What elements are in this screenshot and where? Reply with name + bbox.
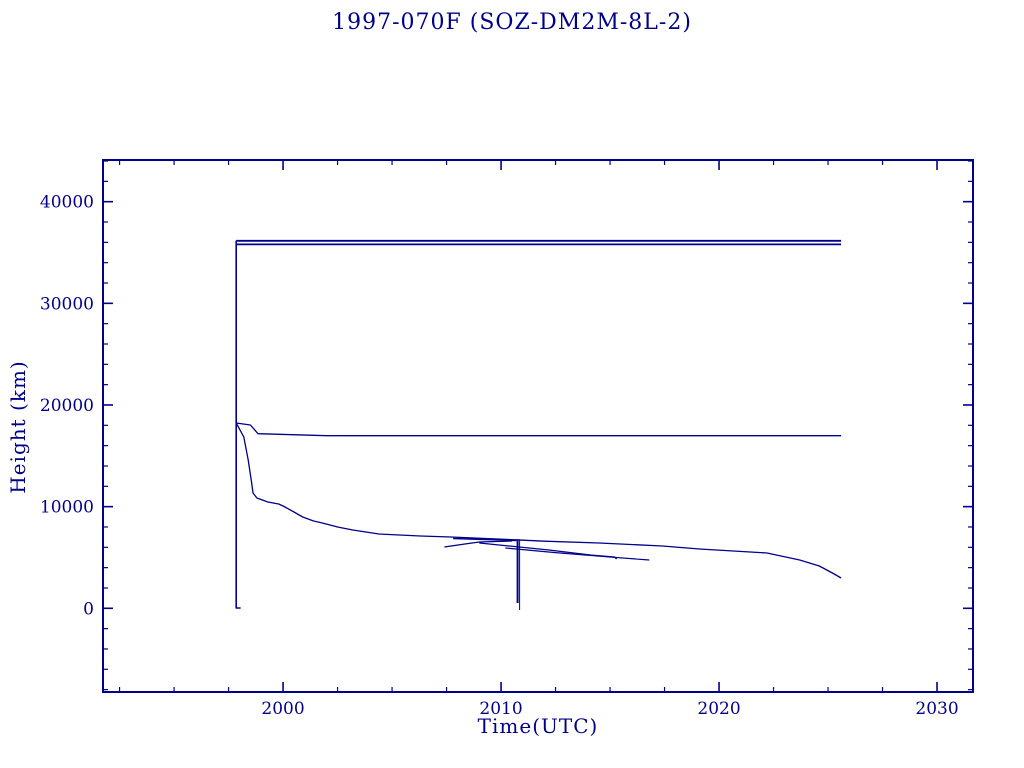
flat-17000-line-series xyxy=(236,422,842,437)
fragment-trace-a-series xyxy=(444,540,513,548)
x-tick-label: 2010 xyxy=(479,699,522,719)
fragment-trace-b-series xyxy=(479,542,618,560)
y-tick-label: 20000 xyxy=(40,396,94,416)
minor-ticks xyxy=(103,160,973,692)
y-tick-label: 10000 xyxy=(40,498,94,518)
x-tick-label: 2020 xyxy=(697,699,740,719)
fragment-trace-c-series xyxy=(505,547,650,561)
y-axis-label: Height (km) xyxy=(6,360,30,494)
overlap-thickening-series xyxy=(453,537,517,542)
x-tick-label: 2030 xyxy=(915,699,958,719)
y-tick-label: 0 xyxy=(83,599,94,619)
plot-box-border xyxy=(102,159,974,693)
major-ticks xyxy=(103,160,973,692)
x-tick-label: 2000 xyxy=(261,699,304,719)
main-decay-curve-series xyxy=(235,422,842,579)
launch-vertical-series xyxy=(235,240,241,609)
x-axis-label: Time(UTC) xyxy=(477,714,599,738)
tick-labels: 2000 2010 2020 2030 0 10000 20000 30000 40000 xyxy=(40,193,959,719)
chart-title: 1997-070F (SOZ-DM2M-8L-2) xyxy=(332,10,692,35)
y-tick-label: 30000 xyxy=(40,294,94,314)
y-tick-label: 40000 xyxy=(40,193,94,213)
